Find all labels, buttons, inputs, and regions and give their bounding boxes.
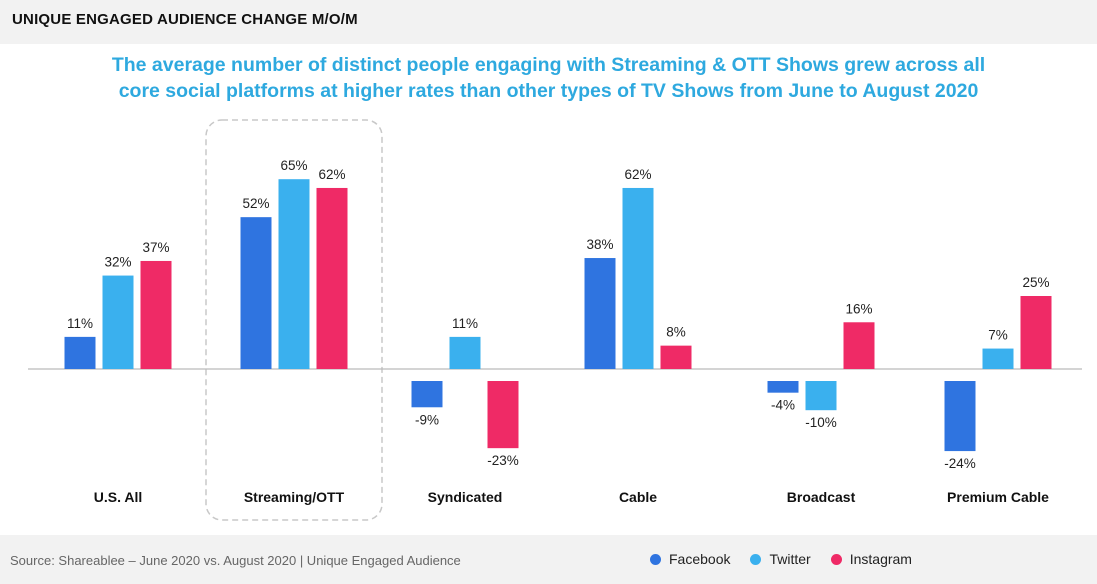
data-label: 32% (104, 255, 131, 270)
bar-instagram (316, 187, 348, 369)
bar-facebook (411, 381, 443, 408)
page-title: UNIQUE ENGAGED AUDIENCE CHANGE M/O/M (12, 11, 358, 28)
bar-facebook (584, 258, 616, 369)
header-bar: UNIQUE ENGAGED AUDIENCE CHANGE M/O/M (0, 0, 1097, 44)
data-label: -23% (487, 453, 519, 468)
chart-subtitle: The average number of distinct people en… (0, 52, 1097, 104)
bar-instagram (140, 260, 172, 369)
data-label: -10% (805, 415, 837, 430)
category-label: Broadcast (787, 489, 856, 505)
bar-twitter (102, 275, 134, 369)
category-label: Syndicated (428, 489, 503, 505)
legend-swatch (750, 553, 762, 565)
bar-twitter (805, 381, 837, 411)
bar-twitter (449, 336, 481, 369)
legend-item-instagram: Instagram (830, 551, 912, 567)
bar-facebook (240, 217, 272, 369)
data-label: 52% (242, 196, 269, 211)
category-label: U.S. All (94, 489, 143, 505)
data-label: 37% (142, 240, 169, 255)
bar-twitter (622, 187, 654, 369)
data-label: 65% (280, 158, 307, 173)
legend-label: Facebook (669, 551, 731, 567)
bar-chart: 11% 52% -9% 38% -4% -24% 32% 65% 11% 62% -10% 7% 37%… (28, 119, 1082, 521)
legend-swatch (650, 553, 661, 565)
chart-subtitle-line-1: The average number of distinct people en… (111, 54, 986, 76)
footer-bar: Source: Shareablee – June 2020 vs. Augus… (0, 535, 1097, 584)
bar-twitter (982, 348, 1014, 369)
bar-instagram (1020, 296, 1052, 369)
data-label: 11% (67, 316, 93, 331)
bar-instagram (660, 345, 692, 369)
chart-legend: Facebook Twitter Instagram (650, 551, 912, 567)
chart-subtitle-line-2: core social platforms at higher rates th… (118, 80, 979, 102)
data-label: 38% (586, 237, 613, 252)
highlight-box (205, 119, 383, 521)
data-label: 16% (845, 301, 872, 316)
bar-instagram (843, 322, 875, 369)
bar-facebook (767, 381, 799, 393)
category-label: Cable (619, 489, 657, 505)
bar-instagram (487, 381, 519, 449)
data-label: 25% (1022, 275, 1049, 290)
legend-swatch (830, 553, 842, 565)
source-note: Source: Shareablee – June 2020 vs. Augus… (10, 553, 461, 568)
legend-item-twitter: Twitter (750, 551, 811, 567)
category-label: Premium Cable (947, 489, 1049, 505)
data-label: -4% (771, 398, 795, 413)
data-label: 62% (624, 167, 651, 182)
data-label: 62% (318, 167, 345, 182)
bar-twitter (278, 179, 310, 369)
bar-facebook (944, 381, 976, 452)
data-label: -9% (415, 412, 439, 427)
bar-facebook (64, 336, 96, 369)
data-label: -24% (944, 456, 976, 471)
data-label: 8% (666, 325, 686, 340)
legend-item-facebook: Facebook (650, 551, 730, 567)
data-label: 7% (988, 328, 1008, 343)
legend-label: Instagram (849, 551, 912, 567)
category-label: Streaming/OTT (244, 489, 345, 505)
data-label: 11% (452, 316, 478, 331)
legend-label: Twitter (769, 551, 811, 567)
